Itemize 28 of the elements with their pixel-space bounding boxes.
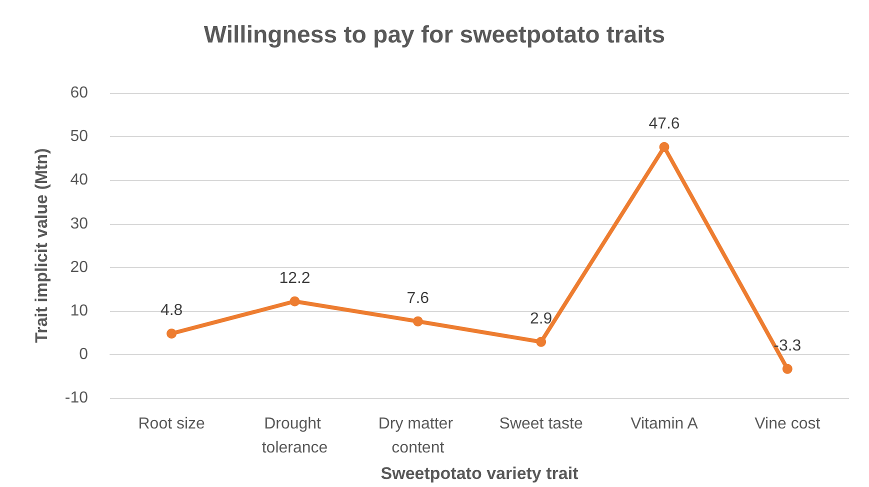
- data-label: 12.2: [279, 270, 310, 287]
- point: [166, 328, 177, 339]
- point: [782, 364, 792, 374]
- y-tick-label: 30: [70, 215, 88, 232]
- x-tick-label: Root size: [138, 416, 206, 433]
- y-tick-label: 50: [70, 128, 88, 146]
- x-tick-label: Vitamin A: [630, 416, 698, 433]
- x-axis-title: Sweetpotato variety trait: [380, 464, 579, 483]
- y-tick-label: -10: [64, 390, 88, 407]
- chart-title: Willingness to pay for sweetpotato traits: [204, 22, 666, 48]
- y-tick-label: 60: [70, 84, 88, 102]
- data-label: 4.8: [160, 302, 183, 320]
- y-tick-label: 20: [70, 258, 88, 276]
- data-label: 7.6: [406, 290, 430, 307]
- point: [659, 142, 670, 152]
- x-tick-label: Drought tolerance: [262, 416, 328, 457]
- data-label: 2.9: [530, 310, 552, 328]
- y-tick-label: 0: [79, 346, 88, 364]
- x-tick-label: Vine cost: [754, 416, 821, 433]
- point: [290, 296, 300, 306]
- point: [412, 316, 423, 326]
- x-tick-label: Sweet taste: [499, 416, 583, 433]
- point: [536, 336, 546, 347]
- y-axis-title: Trait implicit value (Mtn): [32, 148, 51, 343]
- y-tick-label: 10: [70, 302, 88, 320]
- data-label: 47.6: [648, 116, 680, 133]
- x-tick-label: Dry matter content: [378, 416, 458, 457]
- y-tick-label: 40: [70, 172, 88, 189]
